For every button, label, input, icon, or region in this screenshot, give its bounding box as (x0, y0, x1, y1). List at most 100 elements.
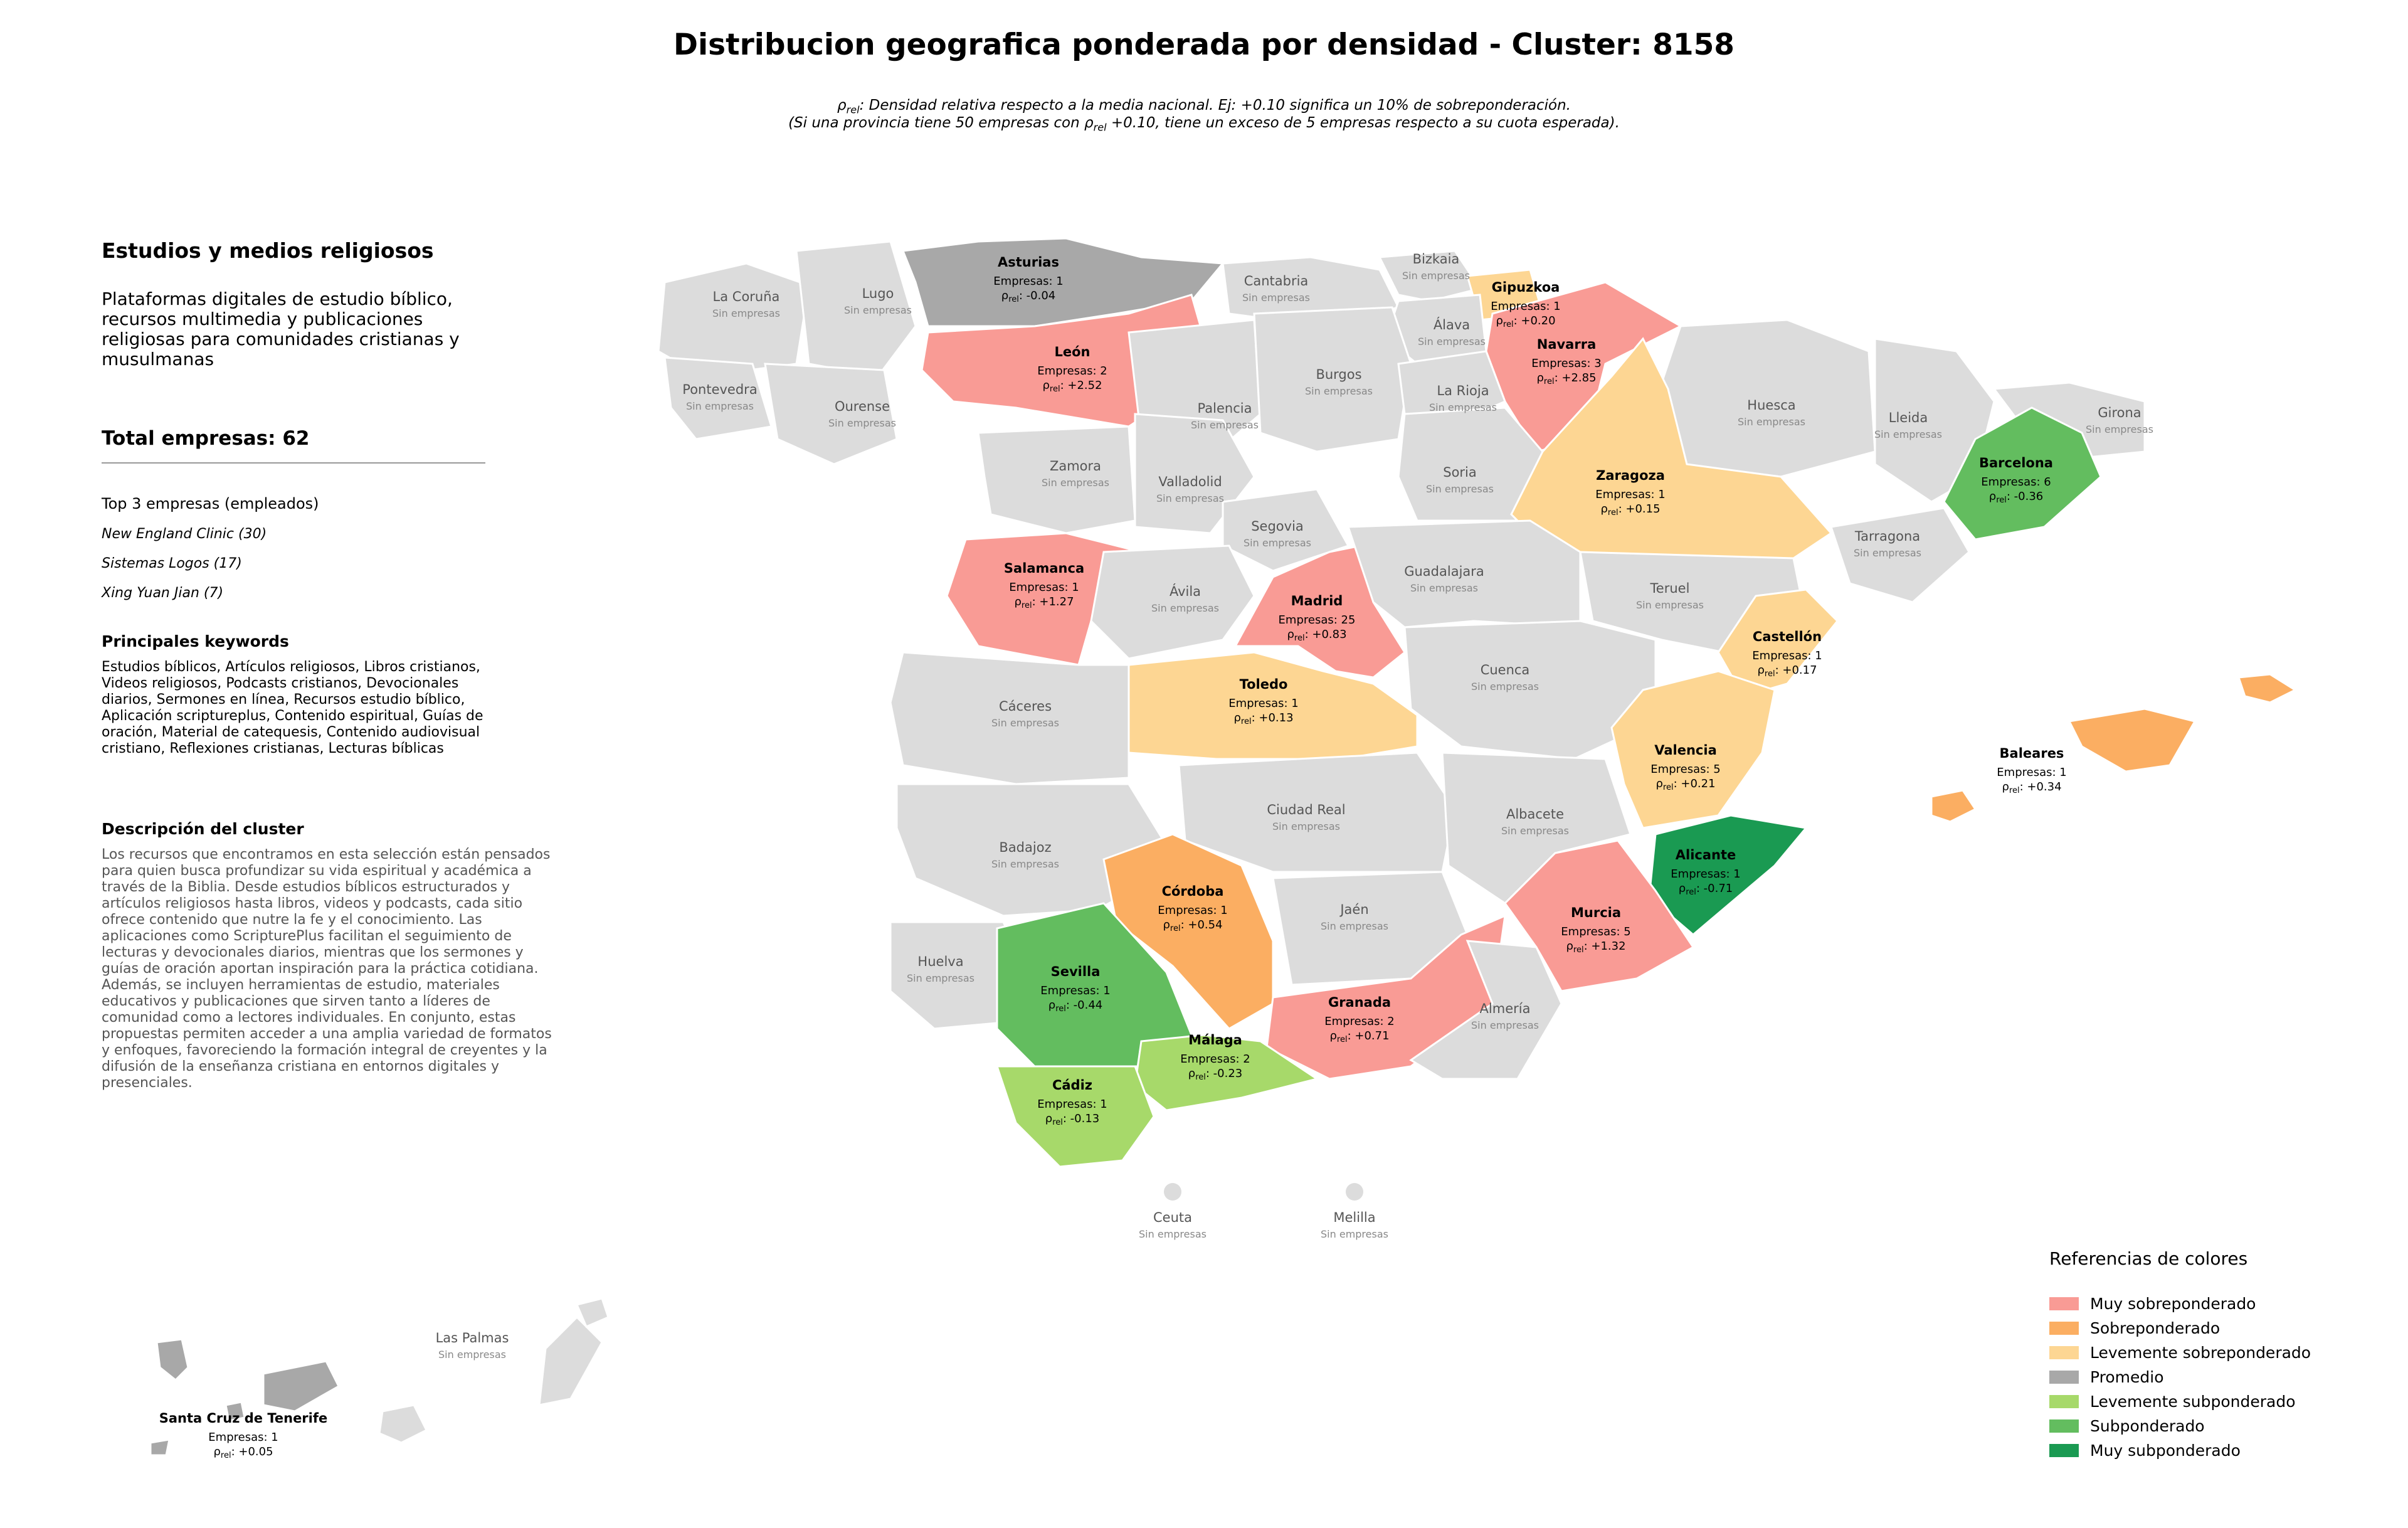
province-empty-label: Sin empresas (1874, 428, 1942, 440)
province-shape (1717, 588, 1839, 698)
province-empty-label: Sin empresas (712, 307, 780, 319)
province-count-label: Empresas: 2 (1180, 1053, 1250, 1066)
province-count-label: Empresas: 1 (208, 1431, 278, 1444)
province-empty-label: Sin empresas (1191, 419, 1259, 431)
province-empty-label: Sin empresas (1471, 681, 1539, 692)
province-rho-label: ρrel: -0.04 (1001, 289, 1055, 304)
province-count-label: Empresas: 5 (1650, 763, 1720, 776)
province-name-label: Murcia (1571, 905, 1621, 920)
province-count-label: Empresas: 1 (1037, 1098, 1107, 1111)
cluster-title: Estudios y medios religiosos (102, 238, 434, 263)
province-name-label: Zaragoza (1596, 468, 1665, 483)
province-count-label: Empresas: 1 (1158, 904, 1227, 917)
province-name-label: Lugo (862, 286, 894, 301)
province-shape (1090, 544, 1255, 660)
province-shape (1610, 670, 1776, 829)
province-name-label: Badajoz (999, 840, 1051, 855)
island-shape (575, 1297, 610, 1328)
legend-label: Muy subponderado (2090, 1441, 2241, 1460)
province-count-label: Empresas: 2 (1037, 364, 1107, 378)
city-marker (1164, 1183, 1181, 1201)
total-companies: Total empresas: 62 (102, 427, 310, 450)
province-name-label: Valladolid (1158, 474, 1222, 489)
top-companies-heading: Top 3 empresas (empleados) (102, 495, 319, 512)
province-name-label: Albacete (1506, 807, 1564, 822)
province-name-label: Bizkaia (1413, 252, 1460, 267)
province-name-label: Cantabria (1244, 273, 1309, 289)
province-count-label: Empresas: 5 (1561, 925, 1630, 938)
province-rho-label: ρrel: +0.05 (213, 1445, 273, 1460)
province-count-label: Empresas: 1 (1997, 766, 2066, 779)
island-shape (2237, 673, 2298, 704)
province-shape (538, 1315, 603, 1406)
island-shape (149, 1438, 171, 1456)
province-empty-label: Sin empresas (1410, 582, 1478, 594)
province-name-label: Álava (1434, 317, 1470, 332)
province-empty-label: Sin empresas (1402, 270, 1470, 282)
province-rho-label: ρrel: +0.83 (1287, 628, 1346, 643)
province-count-label: Empresas: 1 (1009, 581, 1079, 594)
province-count-label: Empresas: 1 (993, 275, 1063, 288)
province-empty-label: Sin empresas (686, 400, 754, 412)
province-name-label: La Rioja (1437, 383, 1489, 398)
province-shape (1504, 839, 1695, 992)
province-count-label: Empresas: 1 (1228, 697, 1298, 710)
province-empty-label: Sin empresas (1244, 537, 1311, 549)
province-empty-label: Sin empresas (1305, 385, 1373, 397)
province-empty-label: Sin empresas (1156, 492, 1224, 504)
legend-label: Promedio (2090, 1368, 2164, 1386)
legend-item: Levemente sobreponderado (2049, 1340, 2311, 1365)
top-company-item: Xing Yuan Jian (7) (102, 585, 224, 601)
province-empty-label: Sin empresas (1272, 820, 1340, 832)
province-empty-label: Sin empresas (828, 417, 896, 429)
province-rho-label: ρrel: +0.20 (1496, 314, 1555, 329)
province-count-label: Empresas: 2 (1324, 1015, 1394, 1028)
province-name-label: Ávila (1170, 583, 1201, 599)
province-shape (1378, 250, 1482, 302)
province-name-label: Palencia (1198, 401, 1252, 416)
province-rho-label: ρrel: -0.71 (1679, 882, 1733, 897)
province-name-label: Jaén (1339, 902, 1368, 917)
province-empty-label: Sin empresas (1636, 599, 1704, 611)
province-empty-label: Sin empresas (1854, 547, 1921, 559)
province-name-label: Segovia (1251, 519, 1304, 534)
province-shape (1830, 507, 1970, 603)
province-name-label: Cuenca (1481, 662, 1530, 677)
province-rho-label: ρrel: +2.52 (1042, 379, 1102, 394)
province-name-label: Burgos (1316, 367, 1361, 382)
province-name-label: Girona (2098, 405, 2141, 420)
province-name-label: Málaga (1188, 1032, 1242, 1048)
province-rho-label: ρrel: +0.21 (1656, 777, 1715, 792)
island-shape (1930, 789, 1977, 823)
province-rho-label: ρrel: +1.32 (1566, 940, 1625, 955)
province-name-label: Huesca (1747, 398, 1795, 413)
province-empty-label: Sin empresas (1151, 602, 1219, 614)
province-empty-label: Sin empresas (438, 1349, 506, 1361)
province-empty-label: Sin empresas (1321, 1228, 1388, 1240)
province-rho-label: ρrel: +0.71 (1329, 1029, 1389, 1044)
province-name-label: Toledo (1240, 677, 1288, 692)
province-name-label: Teruel (1650, 581, 1690, 596)
province-name-label: Asturias (998, 255, 1059, 270)
panel-divider (102, 462, 485, 464)
province-count-label: Empresas: 1 (1671, 867, 1740, 881)
province-rho-label: ρrel: -0.44 (1048, 999, 1102, 1014)
province-shape (1127, 651, 1418, 760)
province-shape (1943, 406, 2102, 541)
province-shape (995, 1065, 1155, 1168)
island-shape (378, 1404, 428, 1444)
province-name-label: Madrid (1291, 593, 1343, 608)
keywords-text: Estudios bíblicos, Artículos religiosos,… (102, 659, 483, 756)
province-name-label: Lleida (1889, 410, 1928, 425)
province-name-label: Ceuta (1153, 1210, 1192, 1225)
province-name-label: Alicante (1676, 847, 1736, 862)
province-rho-label: ρrel: +0.13 (1233, 711, 1293, 726)
legend-label: Muy sobreponderado (2090, 1295, 2256, 1313)
province-name-label: Valencia (1654, 743, 1716, 758)
province-name-label: Cáceres (999, 699, 1052, 714)
province-empty-label: Sin empresas (991, 717, 1059, 729)
province-count-label: Empresas: 6 (1981, 475, 2051, 489)
province-name-label: Tarragona (1854, 529, 1920, 544)
province-shape (663, 356, 773, 440)
